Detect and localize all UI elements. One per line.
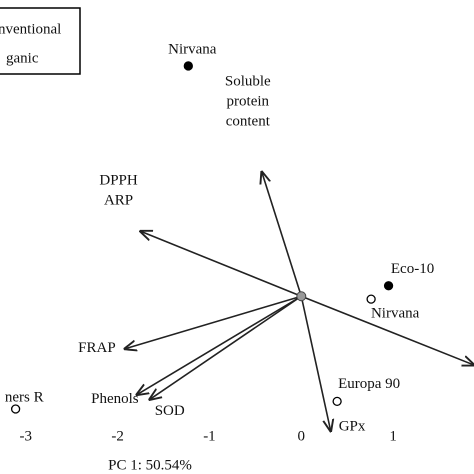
x-axis-label: PC 1: 50.54% xyxy=(108,457,192,473)
loading-vector xyxy=(300,296,330,431)
vector-label: DPPH xyxy=(99,173,138,189)
point-label: Eco-10 xyxy=(391,261,434,277)
loading-vector xyxy=(150,295,302,399)
loading-vector xyxy=(141,231,302,297)
point xyxy=(366,294,376,304)
point-label: Europa 90 xyxy=(338,376,400,392)
point-label: Nirvana xyxy=(168,41,217,57)
legend-box xyxy=(0,7,81,75)
point xyxy=(10,404,21,414)
loading-vector xyxy=(125,295,302,349)
point xyxy=(332,396,342,407)
vector-label: content xyxy=(226,113,271,129)
legend-label: nventional xyxy=(0,21,61,37)
x-tick-label: 1 xyxy=(389,428,397,444)
point xyxy=(383,281,394,291)
vector-label: SOD xyxy=(155,403,185,419)
vector-label: GPx xyxy=(339,418,366,434)
loading-vector xyxy=(262,172,303,297)
vector-label: ARP xyxy=(104,193,133,209)
vector-label: Soluble xyxy=(225,73,271,89)
vector-label: protein xyxy=(227,93,270,109)
point-label: Nirvana xyxy=(371,306,420,322)
origin xyxy=(296,291,307,302)
x-tick-label: -1 xyxy=(203,428,216,444)
point-label: ners R xyxy=(5,389,44,405)
loading-vector xyxy=(137,295,302,394)
loading-vector xyxy=(301,295,474,365)
vector-label: Phenols xyxy=(91,391,139,407)
x-tick-label: -3 xyxy=(19,428,32,444)
legend-label: ganic xyxy=(6,50,39,66)
vector-label: FRAP xyxy=(78,340,116,356)
point xyxy=(183,61,193,71)
x-tick-label: -2 xyxy=(111,428,124,444)
x-tick-label: 0 xyxy=(298,428,306,444)
